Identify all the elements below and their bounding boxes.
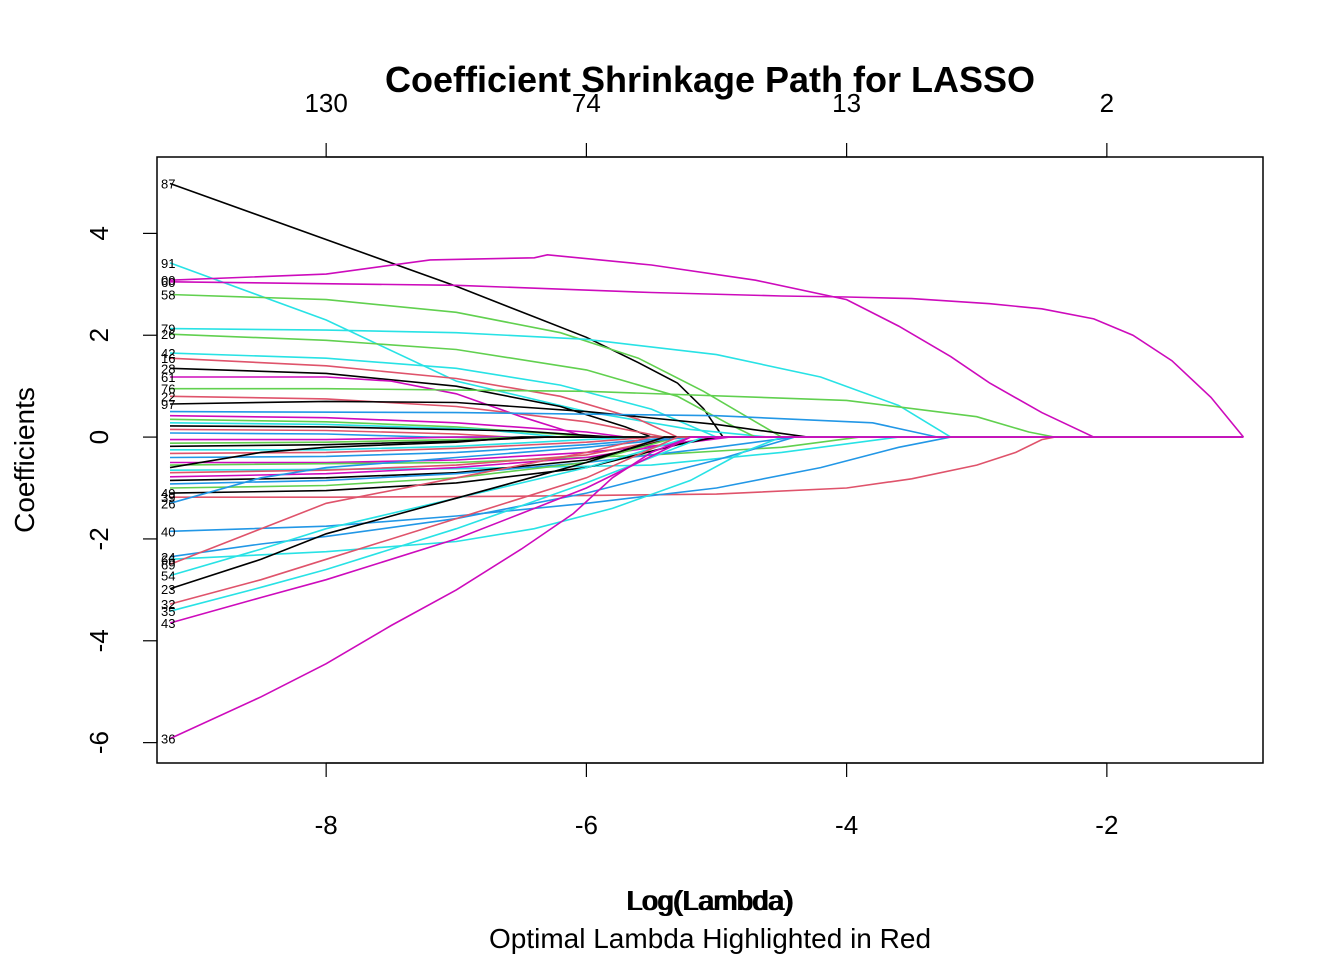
series-line-coef-28 [169,436,1244,466]
top-tick-label: 13 [832,88,861,118]
line-label-26: 26 [161,327,175,342]
series-line-66 [169,436,1244,561]
top-axis: 130 74 13 2 [304,88,1114,158]
line-label-76: 76 [161,382,175,397]
line-label-61: 61 [161,370,175,385]
series-line-32 [169,436,1244,605]
series-line-35 [169,436,1244,612]
line-label-97: 97 [161,397,175,412]
line-label-66: 66 [161,552,175,567]
x-tick-label: -4 [835,810,858,840]
line-label-54: 54 [161,569,175,584]
line-label-87: 87 [161,177,175,192]
x-axis-subtitle: Optimal Lambda Highlighted in Red [489,923,931,954]
chart-title: Coefficient Shrinkage Path for LASSO [385,59,1035,100]
series-line-00 [169,253,1244,438]
y-axis-label: Coefficients [9,387,40,533]
x-tick-label: -2 [1095,810,1118,840]
series-line-coef-29 [169,436,1244,469]
line-label-43: 43 [161,616,175,631]
x-axis: -8 -6 -4 -2 [315,762,1118,840]
line-label-42: 42 [161,346,175,361]
line-label-32: 32 [161,597,175,612]
line-label-60: 60 [161,275,175,290]
line-label-69: 69 [161,557,175,572]
series-line-87 [169,182,1244,438]
x-axis-label-overlap: Log(Lambda) [628,885,795,916]
line-label-26: 26 [161,496,175,511]
y-axis: -6 -4 -2 0 2 4 [84,226,158,754]
series-line-23 [169,436,1244,590]
line-label-16: 16 [161,351,175,366]
series-line-36 [169,436,1244,740]
series-line-60 [169,281,1245,438]
x-axis-label: Log(Lambda) [626,885,793,916]
line-label-24: 24 [161,550,175,565]
y-tick-label: -2 [84,527,114,550]
series-line-76 [170,387,1244,438]
x-tick-label: -6 [575,810,598,840]
y-tick-label: 4 [84,226,114,240]
series-line-91 [169,262,1244,438]
y-tick-label: -6 [84,731,114,754]
y-tick-label: 0 [84,430,114,444]
top-tick-label: 74 [572,88,601,118]
coefficient-lines [169,182,1245,740]
y-tick-label: -4 [84,629,114,652]
line-label-49: 49 [161,486,175,501]
line-labels: 8791006058792642162861762297493926402466… [161,177,175,747]
line-label-23: 23 [161,582,175,597]
series-line-79 [169,327,1244,438]
line-label-35: 35 [161,604,175,619]
line-label-36: 36 [161,732,175,747]
line-label-91: 91 [161,256,175,271]
series-line-69 [169,436,1244,566]
line-label-22: 22 [161,389,175,404]
series-line-39 [170,436,1244,498]
y-tick-label: 2 [84,328,114,342]
line-label-79: 79 [161,322,175,337]
x-tick-label: -8 [315,810,338,840]
series-line-54 [169,436,1244,577]
series-line-43 [169,436,1244,624]
line-label-58: 58 [161,288,175,303]
line-label-00: 00 [161,273,175,288]
top-tick-label: 130 [304,88,347,118]
line-label-40: 40 [161,524,175,539]
series-line-61 [170,376,1244,438]
line-label-28: 28 [161,361,175,376]
top-tick-label: 2 [1100,88,1114,118]
line-label-39: 39 [161,490,175,505]
series-line-40 [169,436,1244,533]
series-line-26 [169,333,1244,438]
